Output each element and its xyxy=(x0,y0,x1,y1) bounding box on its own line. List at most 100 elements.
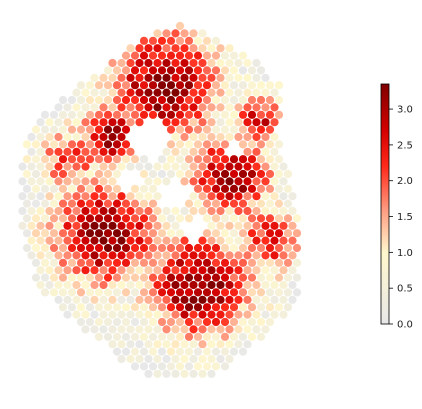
spot-point xyxy=(72,310,81,319)
spot-point xyxy=(229,273,239,282)
spot-point xyxy=(193,51,203,60)
spot-point xyxy=(85,199,95,208)
spot-point xyxy=(144,280,153,290)
spot-point xyxy=(40,199,50,208)
spot-point xyxy=(261,325,270,334)
spot-point xyxy=(265,273,275,282)
spot-point xyxy=(63,177,72,186)
spot-point xyxy=(252,295,261,304)
spot-point xyxy=(229,110,239,119)
spot-point xyxy=(207,147,216,156)
spot-point xyxy=(85,95,95,105)
spot-point xyxy=(261,88,270,97)
spot-point xyxy=(49,199,59,208)
spot-point xyxy=(171,147,180,156)
spot-point xyxy=(108,295,117,304)
spot-point xyxy=(112,303,122,312)
spot-point xyxy=(225,73,234,82)
spot-point xyxy=(130,51,140,60)
spot-point xyxy=(193,66,203,75)
spot-point xyxy=(193,273,203,282)
spot-point xyxy=(274,288,284,297)
spot-point xyxy=(31,273,41,282)
spot-point xyxy=(216,132,225,142)
spot-point xyxy=(153,73,162,82)
spot-point xyxy=(274,169,284,179)
spot-point xyxy=(130,317,140,327)
spot-point xyxy=(175,66,185,75)
spot-point xyxy=(135,280,144,290)
spot-point xyxy=(216,310,225,319)
spot-point xyxy=(22,184,32,193)
spot-point xyxy=(40,155,50,164)
spot-point xyxy=(99,73,108,82)
spot-point xyxy=(81,221,90,230)
spot-point xyxy=(162,280,171,290)
spot-point xyxy=(166,36,176,45)
spot-point xyxy=(175,51,185,60)
spot-point xyxy=(238,184,248,193)
spot-point xyxy=(252,192,261,201)
spot-point xyxy=(270,192,279,201)
spot-point xyxy=(198,251,207,260)
spot-point xyxy=(162,118,171,127)
spot-point xyxy=(225,266,234,275)
spot-point xyxy=(216,325,225,334)
spot-point xyxy=(40,110,50,119)
spot-point xyxy=(292,214,302,223)
spot-point xyxy=(58,303,68,312)
spot-point xyxy=(189,147,198,156)
spot-point xyxy=(117,162,126,171)
spot-point xyxy=(189,266,198,275)
spot-point xyxy=(40,258,50,267)
spot-point xyxy=(76,229,86,238)
spot-point xyxy=(256,229,266,238)
spot-point xyxy=(220,199,230,208)
spot-point xyxy=(229,317,239,327)
spot-point xyxy=(166,303,176,312)
spot-point xyxy=(180,206,189,216)
spot-point xyxy=(198,88,207,97)
spot-point xyxy=(229,95,239,105)
spot-point xyxy=(220,273,230,282)
spot-point xyxy=(81,177,90,186)
spot-point xyxy=(189,177,198,186)
spot-point xyxy=(45,221,54,230)
spot-point xyxy=(220,317,230,327)
spot-point xyxy=(184,155,194,164)
spot-point xyxy=(49,155,59,164)
spot-point xyxy=(153,88,162,97)
spot-point xyxy=(99,295,108,304)
spot-point xyxy=(121,347,131,356)
spot-point xyxy=(175,229,185,238)
spot-point xyxy=(121,229,131,238)
spot-point xyxy=(175,125,185,134)
spot-point xyxy=(18,192,27,201)
spot-point xyxy=(166,51,176,60)
spot-point xyxy=(49,110,59,119)
spot-point xyxy=(148,199,158,208)
spot-point xyxy=(99,88,108,97)
spot-point xyxy=(225,88,234,97)
spot-point xyxy=(148,66,158,75)
spot-point xyxy=(54,206,63,216)
spot-point xyxy=(247,229,257,238)
spot-point xyxy=(202,317,212,327)
spot-point xyxy=(162,103,171,112)
spot-point xyxy=(261,206,270,216)
spot-point xyxy=(121,243,131,253)
spot-point xyxy=(193,362,203,371)
spot-point xyxy=(121,317,131,327)
spot-point xyxy=(117,221,126,230)
spot-point xyxy=(180,340,189,349)
spot-point xyxy=(126,340,135,349)
spot-point xyxy=(202,258,212,267)
spot-point xyxy=(153,280,162,290)
spot-point xyxy=(207,325,216,334)
spot-point xyxy=(153,340,162,349)
spot-point xyxy=(207,88,216,97)
spot-point xyxy=(193,303,203,312)
spot-point xyxy=(211,303,221,312)
spot-point xyxy=(148,110,158,119)
